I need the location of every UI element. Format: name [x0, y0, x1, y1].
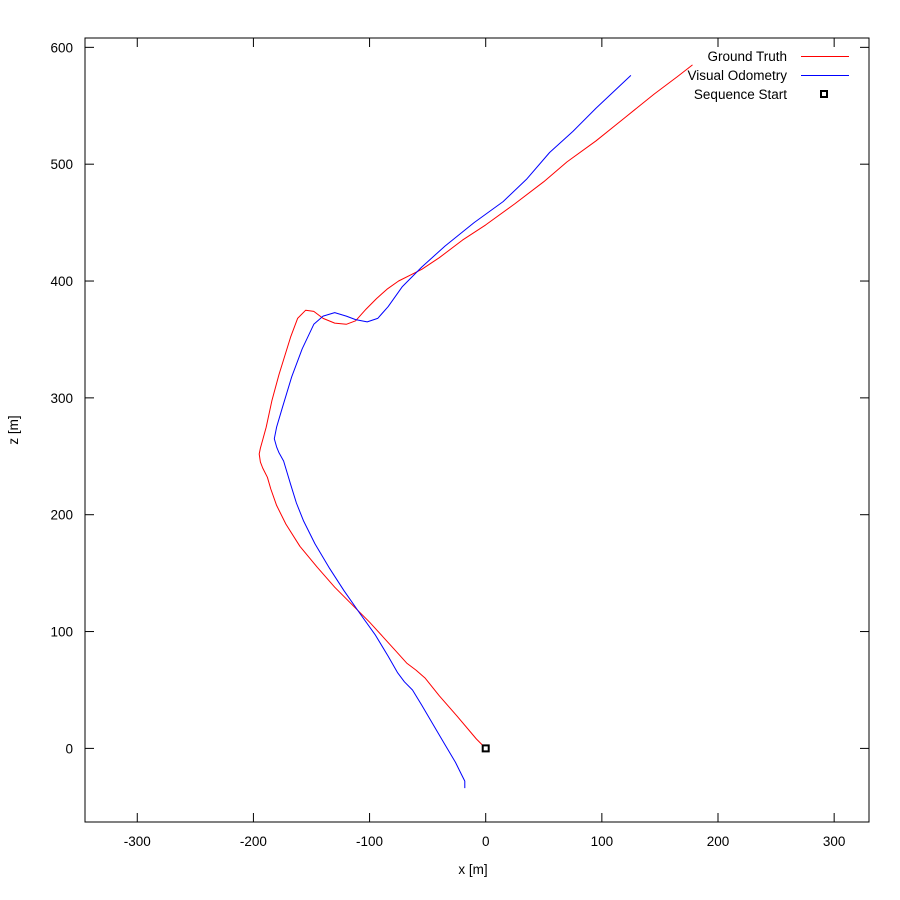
- x-tick-label: 200: [707, 834, 730, 849]
- series-layer: [258, 64, 693, 789]
- x-axis-label: x [m]: [458, 862, 487, 877]
- tick-layer: -300 -200 -100 0 100 200 300 0 100 200 300 400 500 60…: [50, 38, 869, 849]
- y-axis-label: z [m]: [6, 415, 21, 444]
- series-line-visual-odometry: [273, 75, 632, 789]
- marker-layer: [481, 744, 490, 753]
- x-tick-label: -200: [240, 834, 267, 849]
- y-tick-label: 500: [50, 157, 73, 172]
- legend-label-ground-truth: Ground Truth: [707, 49, 787, 64]
- x-tick-label: 300: [823, 834, 846, 849]
- series-line-ground-truth: [258, 64, 693, 749]
- sequence-start-marker: [481, 744, 490, 753]
- y-tick-label: 600: [50, 40, 73, 55]
- y-tick-label: 200: [50, 508, 73, 523]
- x-tick-label: 0: [482, 834, 490, 849]
- y-tick-label: 300: [50, 391, 73, 406]
- y-tick-label: 0: [65, 741, 73, 756]
- plot-frame: [84, 37, 870, 823]
- x-tick-label: 100: [591, 834, 614, 849]
- legend: Ground Truth Visual Odometry Sequence St…: [687, 49, 849, 102]
- y-tick-label: 400: [50, 274, 73, 289]
- x-tick-label: -300: [124, 834, 151, 849]
- legend-swatch-sequence-start: [820, 90, 828, 98]
- y-tick-label: 100: [50, 625, 73, 640]
- legend-label-sequence-start: Sequence Start: [694, 87, 787, 102]
- legend-label-visual-odometry: Visual Odometry: [687, 68, 787, 83]
- x-tick-label: -100: [356, 834, 383, 849]
